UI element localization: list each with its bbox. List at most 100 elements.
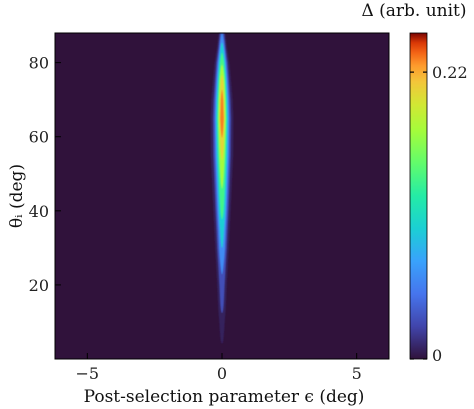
heatmap-cell — [220, 83, 224, 87]
heatmap-cell — [219, 224, 225, 227]
heatmap-streak — [210, 33, 234, 344]
heatmap-cell — [220, 169, 224, 172]
y-axis-ticks: 20 40 60 80 — [29, 54, 61, 295]
heatmap-cell — [221, 35, 223, 38]
x-tick-label: 5 — [352, 364, 362, 383]
heatmap-cell — [220, 259, 224, 262]
heatmap-cell — [220, 98, 224, 101]
colorbar — [409, 32, 428, 360]
y-tick-label: 40 — [29, 202, 49, 221]
heatmap-cell — [220, 114, 224, 117]
heatmap-cell — [219, 283, 225, 287]
heatmap-cell — [220, 210, 224, 213]
heatmap-cell — [219, 248, 225, 252]
heatmap-cell — [221, 340, 223, 344]
heatmap-cell — [220, 67, 224, 71]
heatmap-cell — [221, 183, 223, 187]
heatmap-cell — [220, 206, 224, 209]
heatmap-cell — [220, 177, 224, 181]
heatmap-cell — [218, 316, 226, 319]
y-tick-label: 60 — [29, 128, 49, 147]
heatmap-cell — [220, 338, 224, 342]
heatmap-cell — [219, 281, 225, 285]
heatmap-cell — [220, 149, 224, 152]
heatmap-cell — [220, 51, 224, 54]
heatmap-cell — [221, 181, 223, 185]
heatmap-cell — [219, 318, 225, 321]
heatmap-cell — [220, 49, 224, 52]
heatmap-cell — [220, 128, 224, 132]
heatmap-cell — [221, 77, 223, 81]
heatmap-cell — [221, 155, 223, 158]
colorbar-ticks: 00.22 — [410, 63, 468, 365]
heatmap-cell — [219, 330, 225, 333]
x-tick-label: 0 — [217, 364, 227, 383]
heatmap-cell — [220, 301, 224, 305]
heatmap-cell — [220, 230, 224, 234]
heatmap-cell — [219, 163, 225, 166]
x-axis-ticks: −5 0 5 — [76, 353, 362, 383]
heatmap-cell — [220, 240, 224, 244]
heatmap-cell — [220, 232, 224, 236]
heatmap-cell — [220, 308, 224, 311]
heatmap-cell — [219, 324, 225, 327]
heatmap-cell — [220, 79, 224, 83]
heatmap-cell — [220, 104, 224, 107]
heatmap-cell — [220, 265, 224, 268]
heatmap-cell — [219, 191, 225, 195]
heatmap-cell — [220, 167, 224, 170]
heatmap-cell — [220, 47, 224, 50]
colorbar-tick-label: 0 — [432, 346, 442, 365]
heatmap-cell — [220, 228, 224, 232]
heatmap-cell — [220, 151, 224, 154]
heatmap-cell — [219, 322, 225, 325]
heatmap-cell — [219, 287, 225, 291]
heatmap-cell — [219, 291, 225, 295]
x-axis-label: Post-selection parameter ϵ (deg) — [84, 387, 365, 407]
heatmap-cell — [220, 334, 224, 337]
heatmap-cell — [220, 120, 224, 124]
heatmap-cell — [220, 295, 224, 299]
heatmap-cell — [220, 173, 224, 177]
heatmap-cell — [221, 92, 223, 95]
heatmap-cell — [220, 118, 224, 122]
heatmap-cell — [219, 320, 225, 323]
heatmap-cell — [220, 145, 224, 148]
heatmap-cell — [220, 261, 224, 264]
heatmap-cell — [220, 236, 224, 240]
heatmap-cell — [219, 289, 225, 293]
heatmap-cell — [220, 147, 224, 150]
heatmap-cell — [220, 69, 224, 73]
heatmap-cell — [220, 122, 224, 126]
heatmap-cell — [220, 37, 224, 40]
heatmap-cell — [220, 212, 224, 215]
heatmap-cell — [220, 263, 224, 266]
heatmap-cell — [220, 204, 224, 207]
heatmap-cell — [220, 41, 224, 44]
heatmap-cell — [220, 88, 224, 91]
heatmap-cell — [220, 171, 224, 174]
heatmap-cell — [220, 81, 224, 85]
heatmap-cell — [221, 43, 223, 46]
heatmap-cell — [220, 116, 224, 119]
heatmap-cell — [218, 273, 226, 276]
heatmap-cell — [220, 179, 224, 183]
heatmap-cell — [221, 271, 223, 274]
heatmap-cell — [219, 196, 225, 199]
heatmap-cell — [221, 33, 223, 36]
heatmap-cell — [221, 157, 223, 160]
heatmap-cell — [219, 189, 225, 193]
heatmap-cell — [220, 202, 224, 205]
heatmap-cell — [220, 106, 224, 109]
heatmap-cell — [221, 96, 223, 99]
heatmap-cell — [220, 299, 224, 303]
heatmap-cell — [220, 102, 224, 105]
heatmap-cell — [220, 110, 224, 113]
heatmap-cell — [220, 267, 224, 270]
heatmap-cell — [220, 71, 224, 75]
heatmap-cell — [220, 234, 224, 238]
heatmap-cell — [218, 312, 226, 315]
heatmap-cell — [220, 208, 224, 211]
heatmap-cell — [218, 314, 226, 317]
colorbar-label: Δ (arb. unit) — [361, 1, 466, 21]
